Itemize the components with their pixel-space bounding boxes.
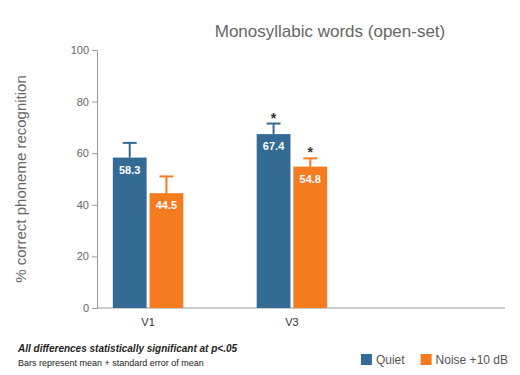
legend: Quiet Noise +10 dB — [361, 353, 508, 367]
plot-area — [113, 124, 327, 308]
footnote: All differences statistically significan… — [17, 343, 238, 354]
data-labels: 58.3 67.4 44.5 54.8 — [119, 140, 321, 211]
error-bar — [129, 143, 131, 158]
bar — [113, 158, 147, 308]
y-tick: 20 — [77, 250, 97, 262]
legend-label: Noise +10 dB — [436, 353, 508, 367]
y-tick-label: 20 — [77, 250, 89, 262]
y-tick: 0 — [83, 302, 97, 314]
y-tick-mark — [92, 153, 97, 154]
x-tick: V1 — [141, 316, 154, 328]
legend-swatch — [361, 354, 372, 365]
bar — [293, 167, 327, 308]
bar — [257, 134, 291, 308]
y-tick-label: 60 — [77, 147, 89, 159]
y-tick-mark — [92, 205, 97, 206]
legend-item: Noise +10 dB — [421, 353, 508, 367]
bar — [150, 193, 184, 308]
y-tick-mark — [92, 308, 97, 309]
x-tick-label: V1 — [141, 316, 154, 328]
legend-label: Quiet — [376, 353, 405, 367]
y-tick-label: 40 — [77, 199, 89, 211]
y-tick: 100 — [71, 44, 97, 56]
x-tick-label: V3 — [285, 316, 298, 328]
data-label: 58.3 — [119, 164, 140, 176]
data-label: 44.5 — [156, 199, 177, 211]
data-label: 54.8 — [300, 173, 321, 185]
y-tick-mark — [92, 256, 97, 257]
error-bar-cap — [123, 142, 137, 144]
annotation: * — [271, 110, 277, 126]
error-bar — [165, 176, 167, 193]
x-axis: V1 V3 — [141, 316, 298, 328]
y-tick: 60 — [77, 147, 97, 159]
y-tick-mark — [92, 102, 97, 103]
data-label: 67.4 — [263, 140, 285, 152]
y-axis-line — [92, 51, 98, 309]
x-tick: V3 — [285, 316, 298, 328]
y-axis-title: % correct phoneme recognition — [12, 75, 29, 283]
y-tick-mark — [92, 50, 97, 51]
error-bar-cap — [159, 175, 173, 177]
y-tick-label: 100 — [71, 44, 89, 56]
y-tick-label: 80 — [77, 96, 89, 108]
legend-swatch — [421, 354, 432, 365]
y-axis: 0 20 40 60 80 100 — [71, 44, 98, 314]
annotation: * — [308, 144, 314, 160]
footnote: Bars represent mean + standard error of … — [18, 358, 204, 368]
y-tick-label: 0 — [83, 302, 89, 314]
y-tick: 40 — [77, 199, 97, 211]
legend-item: Quiet — [361, 353, 405, 367]
title: Monosyllabic words (open-set) — [215, 22, 446, 41]
chart: Monosyllabic words (open-set) % correct p… — [0, 0, 520, 375]
y-tick: 80 — [77, 96, 97, 108]
